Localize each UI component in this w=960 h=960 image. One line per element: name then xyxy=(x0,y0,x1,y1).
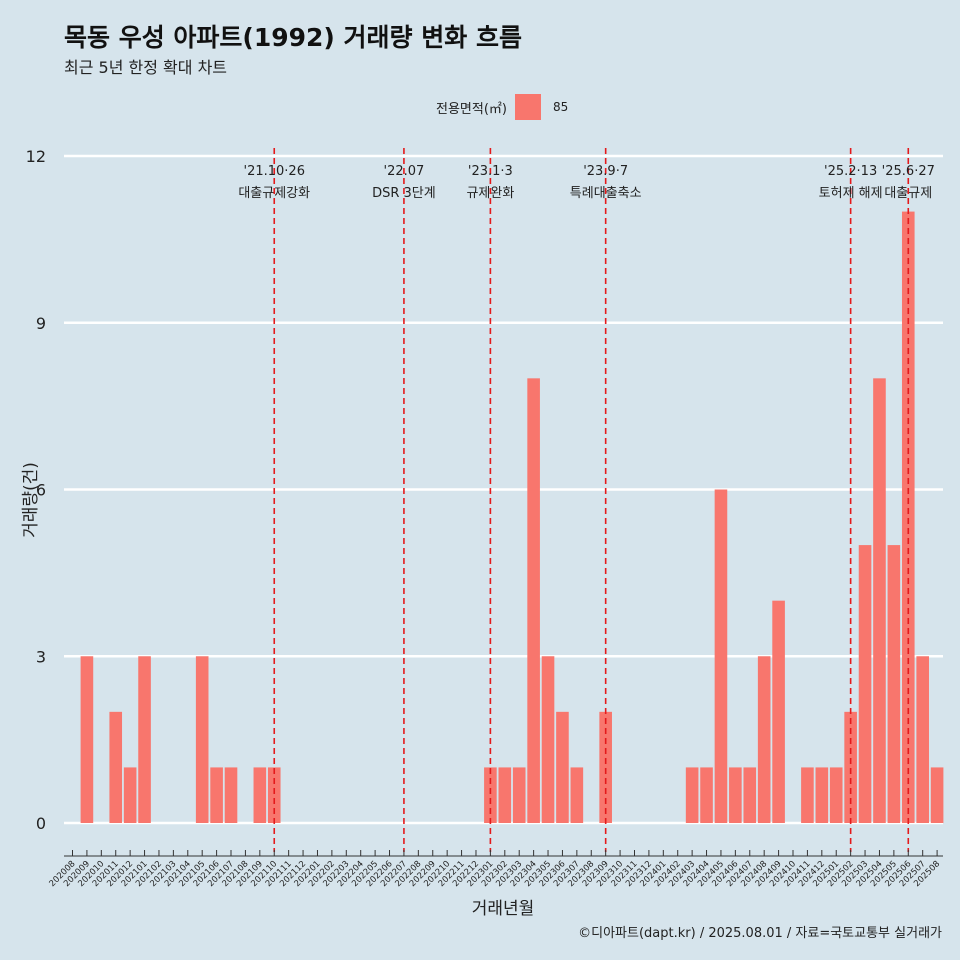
bar-202405 xyxy=(714,489,728,823)
bar-202304 xyxy=(527,378,540,823)
bar-202404 xyxy=(700,767,713,823)
bar-202408 xyxy=(757,656,771,823)
y-tick-label: 9 xyxy=(36,314,46,333)
bar-202105 xyxy=(195,656,209,823)
legend-title: 전용면적(㎡) xyxy=(436,101,507,117)
bar-202109 xyxy=(253,767,267,823)
bar-202011 xyxy=(109,711,123,823)
event-date: '23.1·3 xyxy=(468,164,513,179)
event-date: '23.9·7 xyxy=(583,164,628,179)
grid-lines xyxy=(64,154,943,825)
bar-202009 xyxy=(80,656,94,823)
bar-202508 xyxy=(930,767,944,823)
bar-202301 xyxy=(484,767,497,823)
bar-202409 xyxy=(772,600,785,823)
bar-202303 xyxy=(512,767,526,823)
bar-202501 xyxy=(829,767,843,823)
bar-202502 xyxy=(844,711,857,823)
bars xyxy=(80,211,944,824)
legend: 전용면적(㎡) 85 xyxy=(436,94,568,120)
bar-202110 xyxy=(267,767,281,823)
bar-202506 xyxy=(901,211,915,824)
bar-202012 xyxy=(123,767,137,823)
event-label: 토허제 해제 xyxy=(819,186,883,201)
event-label: 특례대출축소 xyxy=(570,186,642,201)
bar-202107 xyxy=(224,767,238,823)
bar-202307 xyxy=(570,767,584,823)
bar-202507 xyxy=(916,656,929,823)
bar-202411 xyxy=(801,767,814,823)
source-caption: ©디아파트(dapt.kr) / 2025.08.01 / 자료=국토교통부 실… xyxy=(578,926,942,941)
bar-202302 xyxy=(498,767,512,823)
bar-202309 xyxy=(599,711,612,823)
event-date: '25.6·27 xyxy=(882,164,935,179)
event-date: '21.10·26 xyxy=(244,164,305,179)
bar-202101 xyxy=(138,656,151,823)
event-label: 대출규제 xyxy=(884,186,932,201)
event-date: '22.07 xyxy=(384,164,425,179)
bar-202106 xyxy=(210,767,223,823)
y-tick-label: 6 xyxy=(36,481,46,500)
bar-202504 xyxy=(873,378,886,823)
y-tick-label: 3 xyxy=(36,647,46,666)
legend-label: 85 xyxy=(552,100,569,114)
chart-title: 목동 우성 아파트(1992) 거래량 변화 흐름 xyxy=(64,23,522,52)
bar-202403 xyxy=(685,767,699,823)
bar-202505 xyxy=(887,545,901,823)
event-label: DSR 3단계 xyxy=(372,186,436,201)
bar-202305 xyxy=(541,656,555,823)
bar-202306 xyxy=(556,711,569,823)
bar-202412 xyxy=(815,767,829,823)
bar-202407 xyxy=(743,767,757,823)
event-label: 대출규제강화 xyxy=(238,186,310,201)
event-markers: '21.10·26 대출규제강화 '22.07 DSR 3단계 '23.1·3 규제완화 '… xyxy=(238,148,935,852)
y-tick-label: 0 xyxy=(36,814,46,833)
event-label: 규제완화 xyxy=(466,186,514,201)
y-tick-label: 12 xyxy=(26,147,46,166)
legend-swatch xyxy=(514,94,541,120)
chart-subtitle: 최근 5년 한정 확대 차트 xyxy=(64,58,228,77)
x-axis-title: 거래년월 xyxy=(472,899,535,919)
event-date: '25.2·13 xyxy=(824,164,877,179)
y-axis-title: 거래량(건) xyxy=(21,462,41,538)
bar-202406 xyxy=(729,767,742,823)
bar-202503 xyxy=(858,545,872,823)
